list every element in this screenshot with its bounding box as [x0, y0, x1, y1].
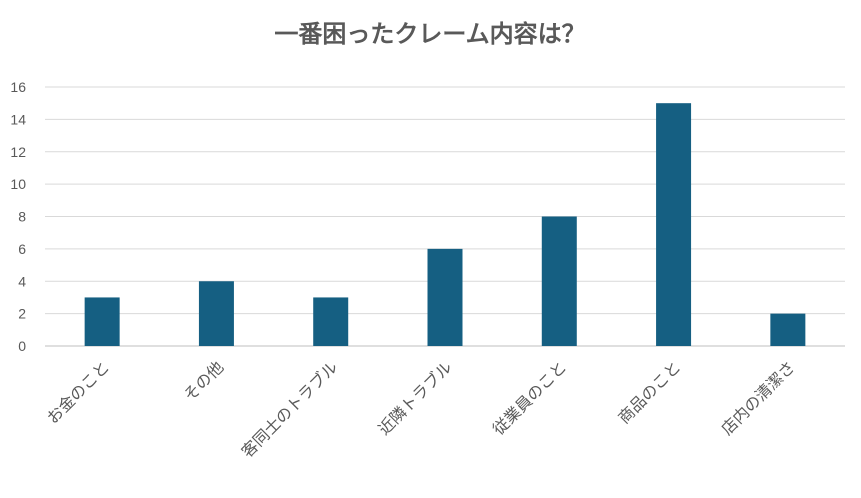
x-tick-label: お金のこと [43, 357, 113, 427]
bar [541, 216, 577, 346]
bar [656, 103, 692, 346]
y-tick-label: 14 [10, 111, 26, 127]
bar [84, 297, 120, 346]
y-tick-label: 2 [18, 306, 26, 322]
x-tick-label: 従業員のこと [489, 357, 570, 438]
y-tick-label: 10 [10, 176, 26, 192]
bar [313, 297, 349, 346]
x-tick-label: 近隣トラブル [375, 357, 456, 438]
bar [198, 281, 234, 346]
y-tick-label: 8 [18, 209, 26, 225]
chart-title: 一番困ったクレーム内容は？ [274, 20, 585, 48]
x-tick-label: 客同士のトラブル [238, 357, 342, 461]
y-tick-label: 6 [18, 241, 26, 257]
y-tick-label: 4 [18, 273, 26, 289]
x-tick-label: 商品のこと [614, 357, 684, 427]
y-tick-label: 12 [10, 144, 26, 160]
y-tick-label: 0 [18, 338, 26, 354]
bar [770, 313, 806, 346]
x-tick-label: 店内の清潔さ [717, 357, 798, 438]
bar [427, 248, 463, 346]
y-tick-label: 16 [10, 79, 26, 95]
x-tick-label: その他 [180, 357, 227, 404]
